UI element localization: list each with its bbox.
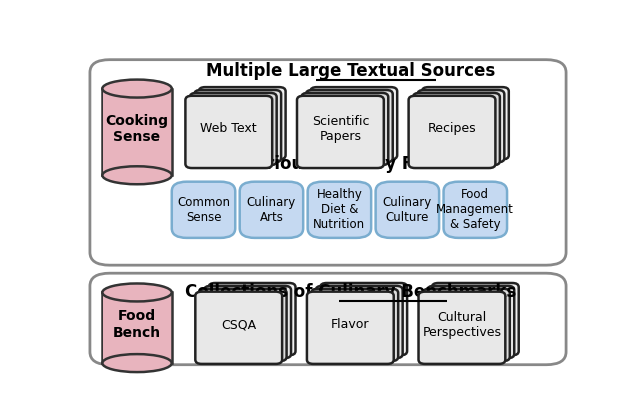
Ellipse shape: [102, 80, 172, 98]
FancyBboxPatch shape: [423, 289, 510, 361]
FancyBboxPatch shape: [419, 291, 506, 364]
FancyBboxPatch shape: [172, 182, 236, 238]
FancyBboxPatch shape: [417, 90, 504, 162]
Text: Culinary
Arts: Culinary Arts: [247, 196, 296, 224]
Text: Various Culinary Facets: Various Culinary Facets: [243, 155, 463, 173]
FancyBboxPatch shape: [204, 286, 291, 358]
Text: Healthy
Diet &
Nutrition: Healthy Diet & Nutrition: [314, 188, 365, 231]
FancyBboxPatch shape: [432, 283, 518, 355]
FancyBboxPatch shape: [301, 93, 388, 165]
Text: Collections of Culinary Benchmarks: Collections of Culinary Benchmarks: [185, 284, 516, 301]
FancyBboxPatch shape: [408, 96, 495, 168]
FancyBboxPatch shape: [320, 283, 407, 355]
FancyBboxPatch shape: [428, 286, 515, 358]
Text: Multiple Large Textual Sources: Multiple Large Textual Sources: [205, 62, 495, 80]
Text: Culinary
Culture: Culinary Culture: [383, 196, 432, 224]
FancyBboxPatch shape: [316, 286, 403, 358]
Text: Common
Sense: Common Sense: [177, 196, 230, 224]
Text: Web Text: Web Text: [200, 122, 257, 135]
Text: Recipes: Recipes: [428, 122, 476, 135]
FancyBboxPatch shape: [103, 89, 171, 175]
FancyBboxPatch shape: [310, 87, 397, 159]
Text: Flavor: Flavor: [331, 318, 369, 331]
FancyBboxPatch shape: [102, 88, 172, 175]
FancyBboxPatch shape: [209, 283, 296, 355]
Ellipse shape: [102, 354, 172, 372]
FancyBboxPatch shape: [199, 87, 285, 159]
FancyBboxPatch shape: [308, 182, 371, 238]
Text: Cooking
Sense: Cooking Sense: [106, 113, 168, 144]
Text: Food
Bench: Food Bench: [113, 309, 161, 340]
FancyBboxPatch shape: [240, 182, 303, 238]
FancyBboxPatch shape: [312, 289, 398, 361]
Ellipse shape: [102, 166, 172, 184]
FancyBboxPatch shape: [422, 87, 509, 159]
FancyBboxPatch shape: [297, 96, 384, 168]
FancyBboxPatch shape: [200, 289, 287, 361]
FancyBboxPatch shape: [102, 292, 172, 363]
FancyBboxPatch shape: [306, 90, 393, 162]
FancyBboxPatch shape: [190, 93, 276, 165]
FancyBboxPatch shape: [103, 293, 171, 363]
FancyBboxPatch shape: [195, 90, 281, 162]
Text: CSQA: CSQA: [221, 318, 256, 331]
FancyBboxPatch shape: [413, 93, 500, 165]
FancyBboxPatch shape: [444, 182, 507, 238]
Text: Scientific
Papers: Scientific Papers: [312, 115, 369, 143]
Ellipse shape: [102, 284, 172, 301]
FancyBboxPatch shape: [195, 291, 282, 364]
FancyBboxPatch shape: [186, 96, 272, 168]
FancyBboxPatch shape: [376, 182, 439, 238]
FancyBboxPatch shape: [307, 291, 394, 364]
Text: Cultural
Perspectives: Cultural Perspectives: [422, 311, 501, 339]
FancyBboxPatch shape: [90, 60, 566, 265]
FancyBboxPatch shape: [90, 273, 566, 365]
Text: Food
Management
& Safety: Food Management & Safety: [436, 188, 515, 231]
